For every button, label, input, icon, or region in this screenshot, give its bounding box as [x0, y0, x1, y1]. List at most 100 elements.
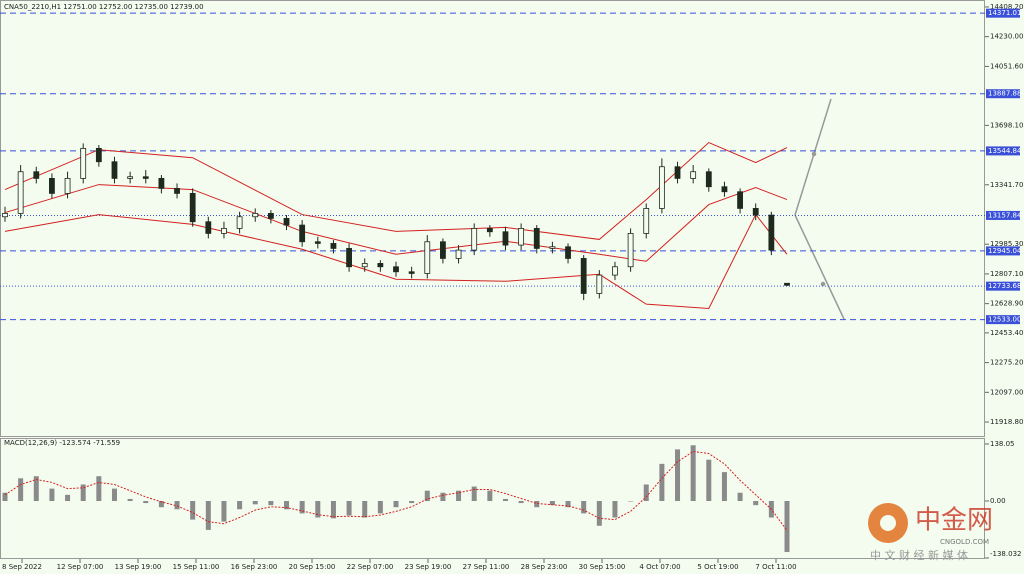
- candle-body: [440, 241, 446, 259]
- watermark-name: 中金网: [915, 506, 993, 536]
- candle-body: [455, 249, 462, 259]
- level-label: 12945.04: [988, 247, 1022, 255]
- macd-bar: [612, 501, 618, 518]
- macd-bar: [18, 478, 24, 502]
- y-tick-label: 12628.90: [990, 300, 1023, 308]
- x-tick-label: 30 Sep 15:00: [579, 563, 626, 571]
- watermark-site: CNGOLD.COM: [940, 538, 989, 546]
- macd-bar: [549, 501, 555, 506]
- candle-body: [127, 176, 134, 179]
- macd-bar: [49, 488, 55, 502]
- macd-bar: [221, 501, 227, 522]
- macd-bar: [268, 501, 274, 506]
- level-label-box: [986, 89, 1020, 99]
- candle-body: [408, 271, 415, 274]
- candle-body: [518, 228, 525, 246]
- macd-bar: [737, 492, 743, 502]
- candle-body: [95, 147, 102, 163]
- macd-bar: [440, 492, 446, 502]
- macd-bar: [659, 463, 665, 502]
- candle-body: [486, 228, 493, 233]
- macd-bar: [127, 498, 133, 502]
- candle-body: [596, 274, 603, 294]
- x-tick-label: 16 Sep 23:00: [231, 563, 278, 571]
- candle-body: [643, 208, 650, 234]
- y-tick-label: 14230.00: [990, 33, 1023, 41]
- macd-bar: [205, 501, 211, 530]
- macd-bar: [315, 501, 321, 518]
- projection-dot: [820, 281, 826, 287]
- level-label: 13544.84: [988, 147, 1022, 155]
- level-label-box: [986, 281, 1020, 291]
- x-tick-label: 7 Oct 11:00: [755, 563, 796, 571]
- watermark-logo: [880, 515, 896, 531]
- candle-body: [267, 213, 274, 219]
- x-tick-label: 8 Sep 2022: [2, 563, 42, 571]
- y-tick-label: 12807.10: [990, 270, 1023, 278]
- macd-bar: [721, 472, 727, 502]
- candle-body: [752, 208, 759, 216]
- y-tick-label: -138.032: [990, 550, 1021, 558]
- chart-title: CNA50_2210,H1 12751.00 12752.00 12735.00…: [4, 3, 204, 11]
- signal-line: [4, 450, 788, 531]
- y-tick-label: 12453.40: [990, 329, 1023, 337]
- macd-bar: [471, 486, 477, 502]
- level-label-box: [986, 315, 1020, 325]
- candle-body: [533, 228, 540, 249]
- candle-body: [330, 243, 337, 249]
- projection: [794, 98, 845, 320]
- level-label: 12733.68: [988, 282, 1021, 290]
- candle-body: [768, 214, 775, 251]
- candle-body: [2, 213, 8, 218]
- candle-body: [612, 266, 618, 276]
- candle-body: [236, 216, 243, 229]
- candle-body: [299, 224, 306, 243]
- macd-bar: [690, 445, 696, 502]
- candle-body: [111, 161, 118, 179]
- level-label-box: [986, 146, 1020, 156]
- level-label-box: [986, 210, 1020, 220]
- macd-bar: [143, 501, 149, 504]
- macd-bar: [675, 449, 681, 502]
- macd-bar: [362, 501, 368, 518]
- macd-bar: [346, 501, 352, 516]
- macd-bar: [409, 501, 415, 504]
- candle-body: [189, 193, 196, 223]
- candle-body: [784, 282, 790, 286]
- macd-bar: [456, 490, 462, 502]
- candle-body: [377, 263, 384, 268]
- macd-panel: [0, 438, 985, 559]
- candle-body: [737, 191, 743, 209]
- candle-body: [64, 178, 71, 194]
- macd-bar: [753, 501, 759, 506]
- candle-body: [17, 171, 24, 214]
- y-tick-label: 13698.10: [990, 121, 1023, 129]
- macd-bar: [330, 501, 336, 519]
- candle-body: [49, 178, 55, 194]
- macd-bar: [284, 501, 290, 510]
- x-tick-label: 28 Sep 23:00: [521, 563, 568, 571]
- y-tick-label: 0.00: [990, 497, 1006, 505]
- level-label-box: [986, 8, 1020, 18]
- level-label: 13157.84: [988, 211, 1022, 219]
- macd-bar: [424, 490, 430, 502]
- candle-body: [674, 166, 681, 179]
- watermark-slogan: 中 文 财 经 新 媒 体: [870, 548, 968, 562]
- x-tick-label: 22 Sep 07:00: [347, 563, 394, 571]
- macd-bar: [377, 501, 383, 514]
- macd-bar: [65, 494, 71, 502]
- macd-bar: [111, 488, 117, 502]
- macd-bar: [190, 501, 196, 520]
- level-label: 12533.00: [988, 316, 1021, 324]
- macd-bar: [628, 501, 634, 502]
- level-label: 13887.88: [988, 90, 1021, 98]
- x-tick-label: 23 Sep 19:00: [405, 563, 452, 571]
- level-label: 14371.01: [988, 9, 1021, 17]
- candle-body: [690, 171, 697, 179]
- macd-bar: [80, 484, 86, 502]
- macd-title: MACD(12,26,9) -123.574 -71.559: [4, 439, 120, 447]
- candle-body: [361, 263, 368, 268]
- candle-body: [424, 241, 431, 274]
